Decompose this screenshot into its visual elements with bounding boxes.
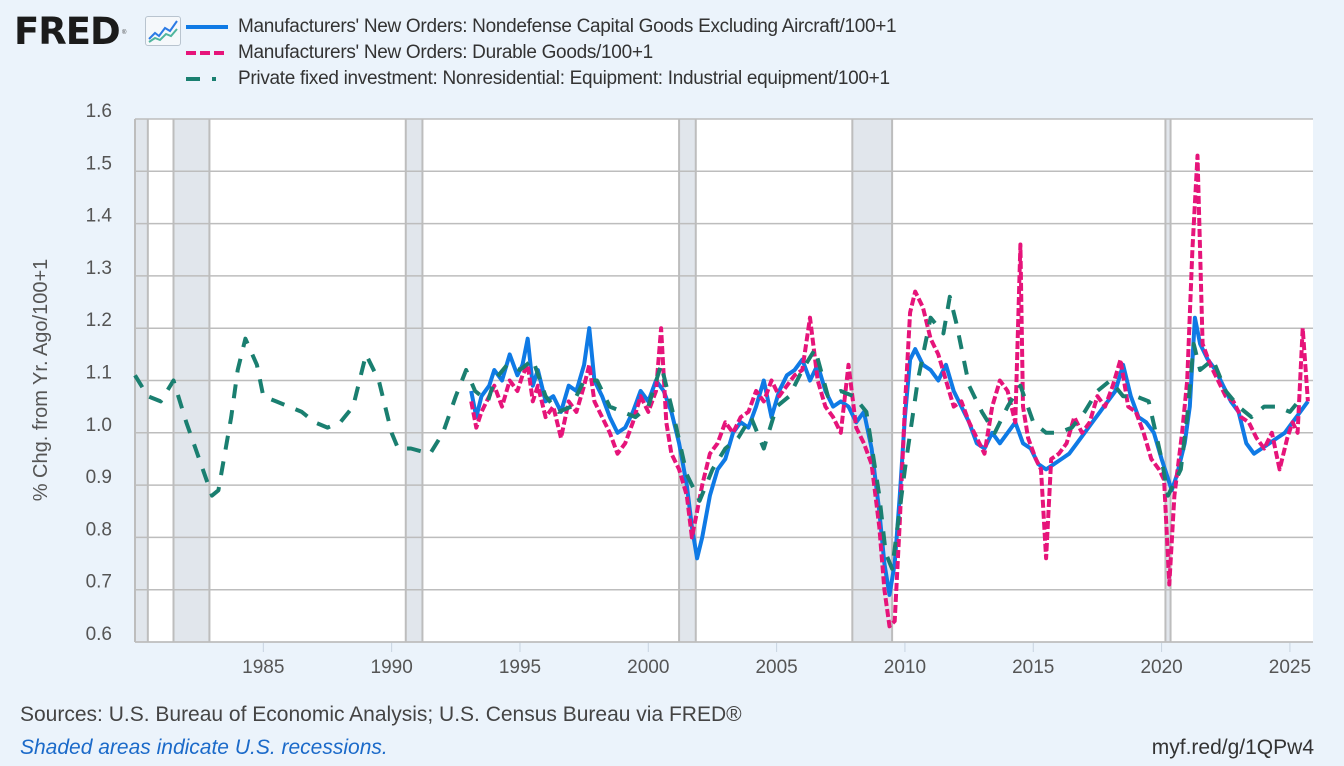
x-tick-label: 1995 (499, 657, 541, 678)
y-tick-label: 1.2 (86, 310, 112, 331)
line-chart-icon (145, 16, 181, 46)
y-tick-label: 0.7 (86, 572, 112, 593)
y-tick-label: 1.3 (86, 258, 112, 279)
x-tick-label: 2010 (884, 657, 926, 678)
chart-legend: Manufacturers' New Orders: Nondefense Ca… (186, 14, 897, 92)
legend-label: Manufacturers' New Orders: Durable Goods… (238, 42, 653, 63)
y-tick-label: 1.1 (86, 363, 112, 384)
sources-note: Sources: U.S. Bureau of Economic Analysi… (20, 703, 742, 726)
y-tick-label: 0.6 (86, 624, 112, 645)
recession-note: Shaded areas indicate U.S. recessions. (20, 736, 388, 759)
x-tick-label: 1985 (242, 657, 284, 678)
y-tick-label: 1.5 (86, 153, 112, 174)
y-tick-label: 1.0 (86, 415, 112, 436)
series-line-1 (469, 315, 1310, 597)
legend-swatch-dash-gap (186, 77, 228, 81)
y-tick-label: 0.9 (86, 467, 112, 488)
x-tick-label: 2000 (627, 657, 669, 678)
gridlines (134, 118, 1313, 643)
x-tick-label: 2015 (1012, 657, 1054, 678)
short-link[interactable]: myf.red/g/1QPw4 (1151, 736, 1314, 759)
legend-item[interactable]: Manufacturers' New Orders: Nondefense Ca… (186, 14, 897, 40)
y-tick-label: 1.6 (86, 101, 112, 122)
fred-logo[interactable]: FRED (14, 8, 121, 56)
y-axis-ticks: 0.6 0.7 0.8 0.9 1.0 1.1 1.2 1.3 1.4 1.5 1.6 (86, 101, 113, 645)
legend-label: Private fixed investment: Nonresidential… (238, 68, 890, 89)
series-lines (133, 153, 1310, 629)
series-line-2 (469, 153, 1310, 629)
x-tick-label: 2025 (1269, 657, 1311, 678)
x-tick-label: 2020 (1140, 657, 1182, 678)
legend-swatch-solid (186, 25, 228, 29)
series-line-3 (133, 294, 1305, 571)
y-tick-label: 0.8 (86, 519, 112, 540)
legend-item[interactable]: Manufacturers' New Orders: Durable Goods… (186, 40, 896, 66)
y-axis-title: % Chg. from Yr. Ago/100+1 (30, 259, 52, 502)
x-tick-label: 2005 (755, 657, 797, 678)
y-tick-label: 1.4 (86, 206, 113, 227)
logo-text: FRED (14, 10, 121, 53)
legend-label: Manufacturers' New Orders: Nondefense Ca… (238, 16, 897, 37)
x-axis-ticks: 1985 1990 1995 2000 2005 2010 2015 2020 2025 (135, 641, 1313, 678)
legend-item[interactable]: Private fixed investment: Nonresidential… (186, 66, 896, 92)
logo-registered-mark: ® (122, 30, 127, 36)
x-tick-label: 1990 (371, 657, 413, 678)
legend-swatch-dashed (186, 51, 228, 55)
